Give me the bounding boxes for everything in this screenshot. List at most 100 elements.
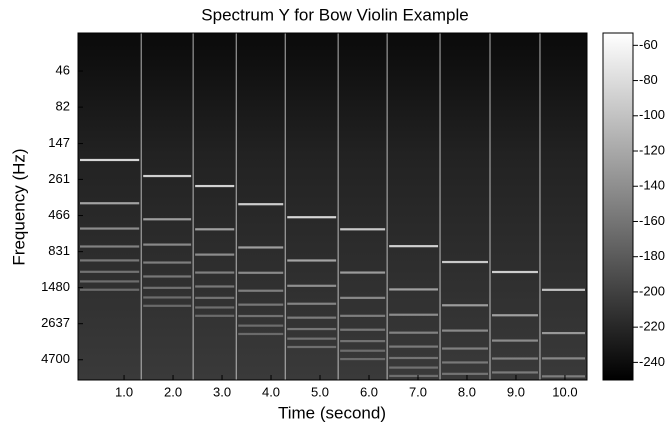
colorbar-tick-label: -60 bbox=[639, 37, 658, 52]
note-harmonic bbox=[287, 302, 337, 305]
colorbar-tick-label: -220 bbox=[639, 319, 665, 334]
note-harmonic bbox=[389, 345, 439, 348]
x-tick-label: 6.0 bbox=[360, 384, 378, 399]
x-tick-label: 3.0 bbox=[213, 384, 231, 399]
note-harmonic bbox=[238, 314, 284, 318]
note-fundamental bbox=[492, 270, 538, 274]
note-harmonic bbox=[340, 349, 386, 352]
note-harmonic bbox=[238, 303, 284, 306]
note-fundamental bbox=[389, 245, 439, 248]
note-harmonic bbox=[287, 284, 337, 287]
note-harmonic bbox=[340, 314, 386, 317]
note-harmonic bbox=[238, 271, 284, 274]
note-harmonic bbox=[287, 345, 337, 349]
y-tick-label: 147 bbox=[48, 135, 70, 150]
colorbar-tick-label: -180 bbox=[639, 248, 665, 263]
y-tick-label: 466 bbox=[48, 207, 70, 222]
note-harmonic bbox=[238, 332, 284, 336]
note-harmonic bbox=[389, 356, 439, 360]
note-harmonic bbox=[80, 245, 140, 248]
note-harmonic bbox=[287, 327, 337, 331]
note-fundamental bbox=[287, 216, 337, 219]
colorbar-tick-label: -240 bbox=[639, 354, 665, 369]
note-harmonic bbox=[389, 331, 439, 334]
x-tick-label: 2.0 bbox=[164, 384, 182, 399]
note-harmonic bbox=[195, 296, 235, 299]
note-harmonic bbox=[389, 374, 439, 378]
note-fundamental bbox=[80, 158, 140, 162]
note-harmonic bbox=[287, 337, 337, 340]
note-harmonic bbox=[195, 306, 235, 309]
note-harmonic bbox=[195, 253, 235, 256]
note-fundamental bbox=[541, 288, 585, 291]
note-harmonic bbox=[492, 357, 538, 360]
note-harmonic bbox=[492, 339, 538, 342]
note-harmonic bbox=[238, 289, 284, 292]
x-tick-label: 8.0 bbox=[458, 384, 476, 399]
y-tick-label: 4700 bbox=[41, 351, 70, 366]
note-harmonic bbox=[80, 280, 140, 283]
x-tick-label: 4.0 bbox=[262, 384, 280, 399]
note-harmonic bbox=[238, 246, 284, 249]
note-harmonic bbox=[340, 328, 386, 331]
note-harmonic bbox=[143, 275, 192, 278]
y-tick-label: 82 bbox=[56, 99, 70, 114]
x-axis-label: Time (second) bbox=[278, 403, 386, 422]
note-harmonic bbox=[195, 271, 235, 274]
note-harmonic bbox=[340, 296, 386, 299]
note-harmonic bbox=[143, 218, 192, 221]
y-tick-label: 2637 bbox=[41, 315, 70, 330]
note-harmonic bbox=[492, 371, 538, 374]
x-tick-label: 9.0 bbox=[507, 384, 525, 399]
note-harmonic bbox=[442, 304, 489, 307]
colorbar-tick-label: -140 bbox=[639, 178, 665, 193]
note-harmonic bbox=[80, 259, 140, 262]
colorbar-tick-label: -80 bbox=[639, 72, 658, 87]
note-harmonic bbox=[541, 357, 585, 360]
note-harmonic bbox=[143, 304, 192, 307]
y-tick-label: 1480 bbox=[41, 279, 70, 294]
note-harmonic bbox=[442, 329, 489, 332]
note-harmonic bbox=[143, 243, 192, 246]
y-tick-label: 46 bbox=[56, 62, 70, 77]
note-fundamental bbox=[238, 203, 284, 206]
note-harmonic bbox=[340, 340, 386, 343]
note-harmonic bbox=[143, 261, 192, 264]
y-axis-label: Frequency (Hz) bbox=[9, 148, 28, 265]
note-fundamental bbox=[442, 260, 489, 264]
x-tick-label: 10.0 bbox=[552, 384, 577, 399]
note-harmonic bbox=[80, 288, 140, 291]
note-harmonic bbox=[195, 228, 235, 231]
note-harmonic bbox=[195, 285, 235, 288]
y-tick-label: 261 bbox=[48, 171, 70, 186]
note-harmonic bbox=[541, 375, 585, 378]
note-harmonic bbox=[287, 259, 337, 262]
colorbar-tick-label: -120 bbox=[639, 142, 665, 157]
note-harmonic bbox=[340, 271, 386, 274]
colorbar-tick-label: -200 bbox=[639, 283, 665, 298]
note-harmonic bbox=[143, 286, 192, 289]
note-harmonic bbox=[389, 366, 439, 369]
note-harmonic bbox=[80, 227, 140, 230]
note-harmonic bbox=[340, 357, 386, 361]
note-fundamental bbox=[143, 174, 192, 178]
plot-area bbox=[78, 33, 587, 380]
x-tick-label: 5.0 bbox=[311, 384, 329, 399]
note-harmonic bbox=[492, 314, 538, 317]
note-harmonic bbox=[389, 313, 439, 316]
note-fundamental bbox=[340, 228, 386, 231]
y-tick-label: 831 bbox=[48, 243, 70, 258]
note-harmonic bbox=[238, 324, 284, 327]
plot-frame bbox=[77, 32, 588, 381]
note-harmonic bbox=[442, 361, 489, 364]
note-harmonic bbox=[442, 347, 489, 350]
note-harmonic bbox=[80, 202, 140, 205]
note-harmonic bbox=[287, 316, 337, 319]
colorbar-tick-label: -100 bbox=[639, 107, 665, 122]
colorbar-tick-label: -160 bbox=[639, 213, 665, 228]
note-harmonic bbox=[143, 296, 192, 299]
chart-title: Spectrum Y for Bow Violin Example bbox=[201, 5, 468, 24]
colorbar bbox=[602, 32, 634, 381]
note-harmonic bbox=[80, 270, 140, 273]
